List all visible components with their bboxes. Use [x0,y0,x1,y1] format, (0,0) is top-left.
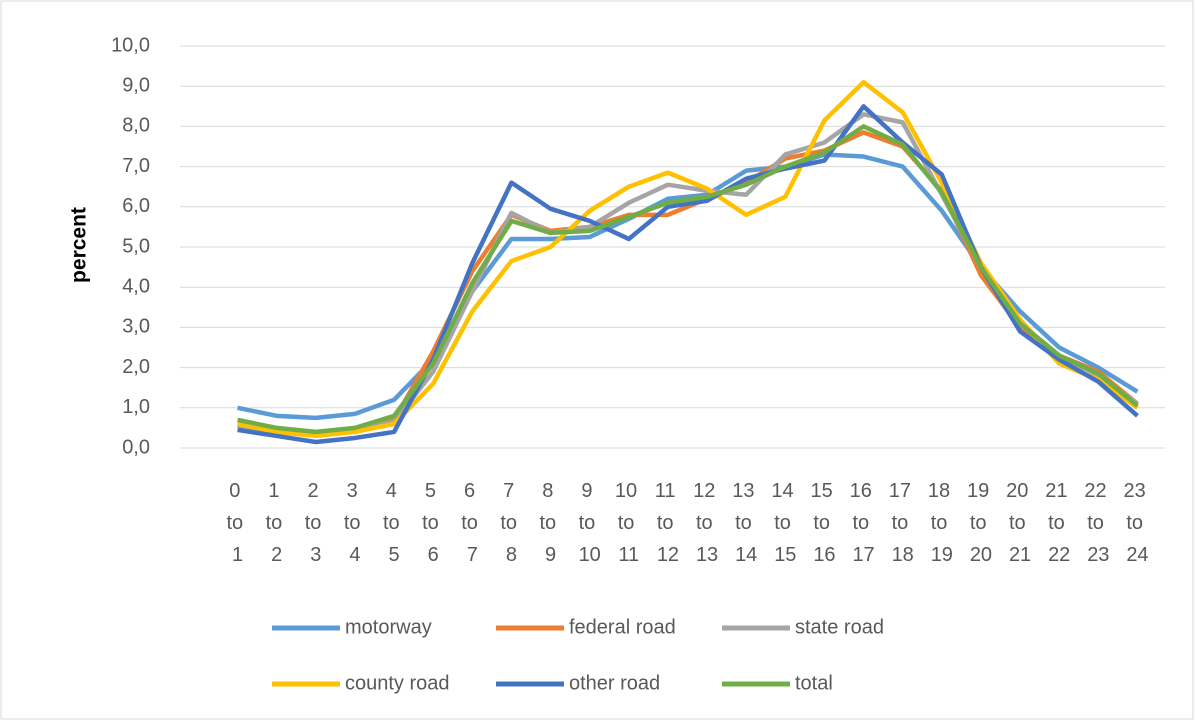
x-tick-label: 23 to 24 [1124,480,1152,566]
legend-label: county road [345,672,450,694]
x-tick-label: 19 to 20 [967,480,995,566]
x-tick-label: 7 to 8 [500,480,522,566]
x-tick-label: 20 to 21 [1006,480,1034,566]
x-tick-label: 12 to 13 [693,480,721,566]
x-tick-label: 22 to 23 [1084,480,1112,566]
x-tick-label: 3 to 4 [344,480,366,566]
legend-label: state road [795,616,884,638]
y-tick-label: 10,0 [111,34,150,56]
y-axis-title: percent [68,207,91,283]
legend-label: other road [569,672,660,694]
x-tick-label: 4 to 5 [383,480,405,566]
y-tick-label: 2,0 [122,356,150,378]
x-tick-label: 8 to 9 [539,480,561,566]
legend-label: federal road [569,616,676,638]
x-tick-label: 14 to 15 [771,480,799,566]
y-tick-label: 8,0 [122,115,150,137]
x-tick-label: 16 to 17 [850,480,878,566]
x-tick-label: 15 to 16 [811,480,839,566]
x-tick-label: 10 to 11 [615,480,643,566]
y-tick-label: 4,0 [122,275,150,297]
x-tick-label: 1 to 2 [266,480,288,566]
y-tick-label: 1,0 [122,396,150,418]
y-tick-label: 7,0 [122,155,150,177]
legend-label: motorway [345,616,432,638]
series-line [237,124,1139,435]
y-tick-label: 0,0 [122,436,150,458]
x-tick-label: 21 to 22 [1045,480,1073,566]
series-line [237,79,1139,439]
y-tick-label: 3,0 [122,316,150,338]
legend-label: total [795,672,833,694]
y-tick-label: 5,0 [122,235,150,257]
x-tick-label: 2 to 3 [305,480,327,566]
y-tick-label: 6,0 [122,195,150,217]
x-tick-label: 18 to 19 [928,480,956,566]
x-tick-label: 0 to 1 [226,480,248,566]
x-tick-label: 5 to 6 [422,480,444,566]
x-tick-label: 6 to 7 [461,480,483,566]
x-tick-label: 9 to 10 [579,480,601,566]
x-tick-label: 11 to 12 [655,480,681,566]
x-tick-label: 17 to 18 [889,480,917,566]
x-tick-label: 13 to 14 [732,480,760,566]
y-tick-label: 9,0 [122,74,150,96]
